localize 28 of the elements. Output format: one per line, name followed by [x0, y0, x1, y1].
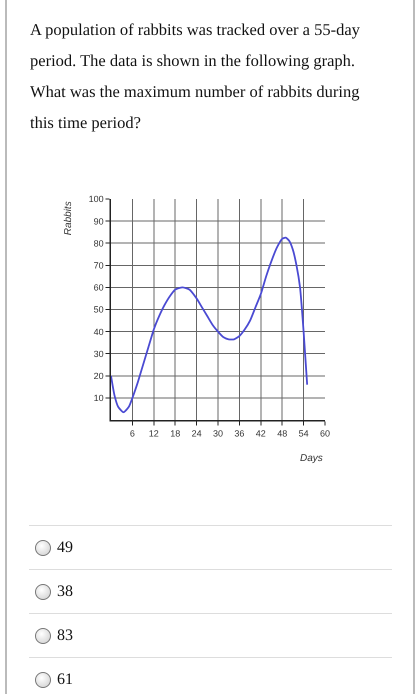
y-tick-label: 70 [94, 260, 104, 270]
y-axis-title: Rabbits [63, 201, 74, 236]
text: 61 [57, 670, 73, 688]
x-tick-label: 18 [170, 428, 180, 438]
x-tick-label: 24 [192, 428, 202, 438]
y-tick-label: 100 [88, 194, 104, 204]
x-tick-label: 60 [320, 428, 330, 438]
line-series [111, 236, 308, 414]
y-tick-label: 40 [94, 326, 104, 337]
y-tick-label: 90 [94, 216, 104, 226]
x-tick-label: 42 [256, 428, 266, 438]
y-tick-label: 30 [94, 348, 104, 359]
text: 49 [57, 538, 73, 556]
x-tick-label: 6 [130, 428, 135, 438]
y-tick-label: 50 [94, 304, 104, 315]
x-tick-label: 54 [298, 428, 309, 438]
text: 38 [57, 582, 73, 600]
chart-title: A population of rabbits was tracked over a 55-day period. The data is shown in the following graph. What was the maximum number of rabbits during this time period? [30, 19, 361, 134]
x-tick-label: 48 [277, 428, 288, 438]
x-tick-label: 36 [234, 428, 244, 438]
text: 83 [57, 626, 73, 644]
y-tick-label: 10 [94, 393, 104, 404]
y-tick-label: 60 [94, 282, 104, 293]
x-axis-title: Days [300, 453, 323, 464]
x-tick-label: 12 [148, 428, 159, 438]
x-tick-label: 30 [212, 428, 224, 438]
y-tick-label: 80 [94, 238, 104, 248]
y-tick-label: 20 [94, 370, 104, 381]
